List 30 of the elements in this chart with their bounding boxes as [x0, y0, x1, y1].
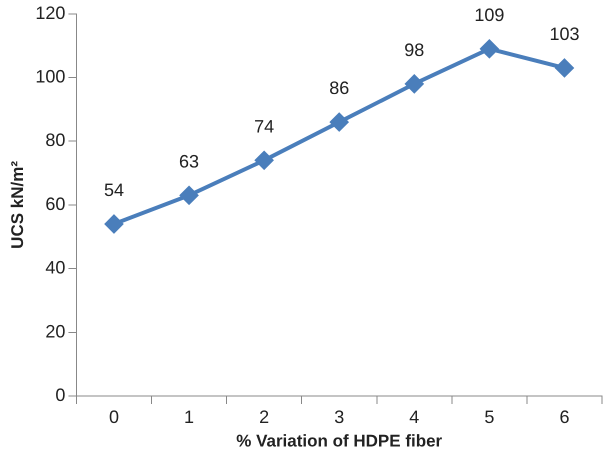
- y-tick-label: 60: [45, 194, 66, 214]
- x-axis-title: % Variation of HDPE fiber: [236, 431, 443, 450]
- point: [405, 74, 424, 93]
- point: [180, 186, 198, 204]
- x-tick-label: 3: [334, 406, 344, 427]
- point: [104, 215, 123, 234]
- x-tick-label: 6: [559, 406, 570, 427]
- point: [480, 40, 498, 58]
- data-label: 74: [254, 116, 274, 136]
- x-tick-label: 2: [259, 406, 270, 427]
- y-tick-label: 0: [55, 384, 66, 405]
- point: [255, 151, 274, 170]
- y-tick-label: 40: [45, 258, 66, 278]
- data-label: 98: [404, 40, 424, 60]
- x-tick-label: 4: [409, 406, 420, 427]
- data-label: 86: [329, 78, 350, 98]
- y-tick-label: 20: [45, 321, 66, 342]
- y-tick-label: 80: [45, 130, 66, 150]
- data-label: 103: [549, 24, 580, 44]
- x-tick-label: 0: [108, 406, 119, 427]
- y-axis-title: UCS kN/m²: [8, 160, 27, 249]
- data-label: 54: [104, 180, 124, 200]
- point: [330, 113, 348, 132]
- data-label: 63: [179, 151, 200, 172]
- x-tick-label: 1: [184, 406, 194, 427]
- point: [555, 58, 574, 77]
- x-tick-label: 5: [484, 406, 494, 427]
- y-tick-label: 120: [35, 2, 66, 23]
- y-tick-label: 100: [35, 66, 66, 86]
- data-label: 109: [474, 4, 504, 25]
